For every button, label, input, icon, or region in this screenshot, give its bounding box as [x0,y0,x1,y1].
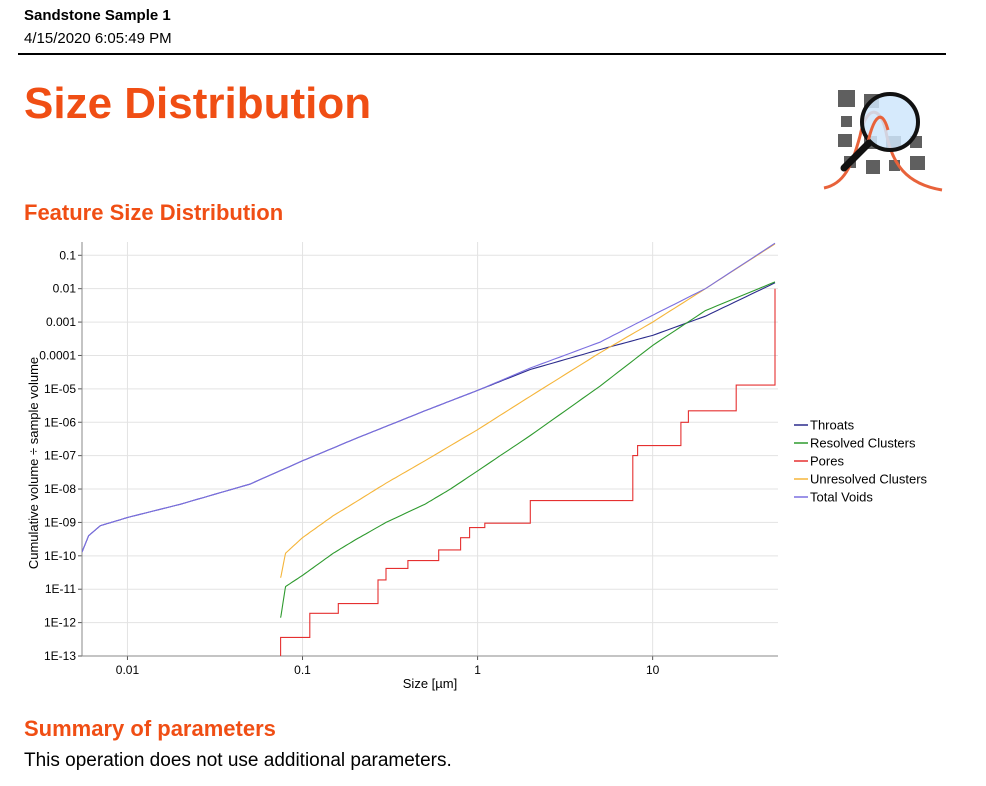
series-line-total-voids [82,242,776,553]
y-tick-label: 1E-05 [44,382,76,396]
x-tick-label: 0.01 [116,663,140,677]
y-tick-label: 1E-13 [44,649,76,663]
page-title: Size Distribution [24,79,372,128]
series-line-pores [280,288,776,656]
y-tick-label: 0.0001 [39,348,76,362]
legend-label: Pores [810,454,844,469]
x-tick-label: 1 [474,663,481,677]
legend-label: Total Voids [810,490,873,505]
series-layer [82,242,776,656]
y-tick-label: 1E-12 [44,616,76,630]
legend-label: Unresolved Clusters [810,472,928,487]
y-tick-label: 0.01 [53,282,77,296]
y-tick-label: 1E-11 [45,582,76,596]
x-axis-label: Size [µm] [403,676,457,691]
y-tick-label: 1E-09 [44,515,76,529]
summary-text: This operation does not use additional p… [24,750,452,771]
summary-heading: Summary of parameters [24,716,276,741]
y-tick-label: 1E-06 [44,415,76,429]
x-tick-label: 0.1 [294,663,311,677]
y-tick-label: 1E-08 [44,482,76,496]
y-tick-label: 1E-07 [44,449,76,463]
legend-label: Throats [810,418,855,433]
feature-size-distribution-heading: Feature Size Distribution [24,200,284,225]
legend-layer: Throats Resolved Clusters Pores Unresolved … [794,418,928,505]
header-divider [18,53,946,55]
y-tick-label: 0.001 [46,315,76,329]
y-tick-label: 0.1 [59,248,76,262]
series-line-resolved-clusters [280,281,776,618]
size-distribution-magnifier-icon [823,90,943,192]
x-tick-label: 10 [646,663,660,677]
series-line-unresolved-clusters [280,243,776,578]
sample-name: Sandstone Sample 1 [24,7,171,24]
legend-label: Resolved Clusters [810,436,916,451]
y-tick-label: 1E-10 [44,549,76,563]
series-line-throats [82,282,776,553]
y-axis-label: Cumulative volume ÷ sample volume [26,357,41,569]
timestamp: 4/15/2020 6:05:49 PM [24,30,172,47]
axis-layer: 0.01 0.1 1 10 0.1 0.01 0.001 0.0001 1E-05 1E-06 1E… [26,242,778,691]
size-distribution-chart: 0.01 0.1 1 10 0.1 0.01 0.001 0.0001 1E-05 1E-06 1E… [26,242,928,691]
